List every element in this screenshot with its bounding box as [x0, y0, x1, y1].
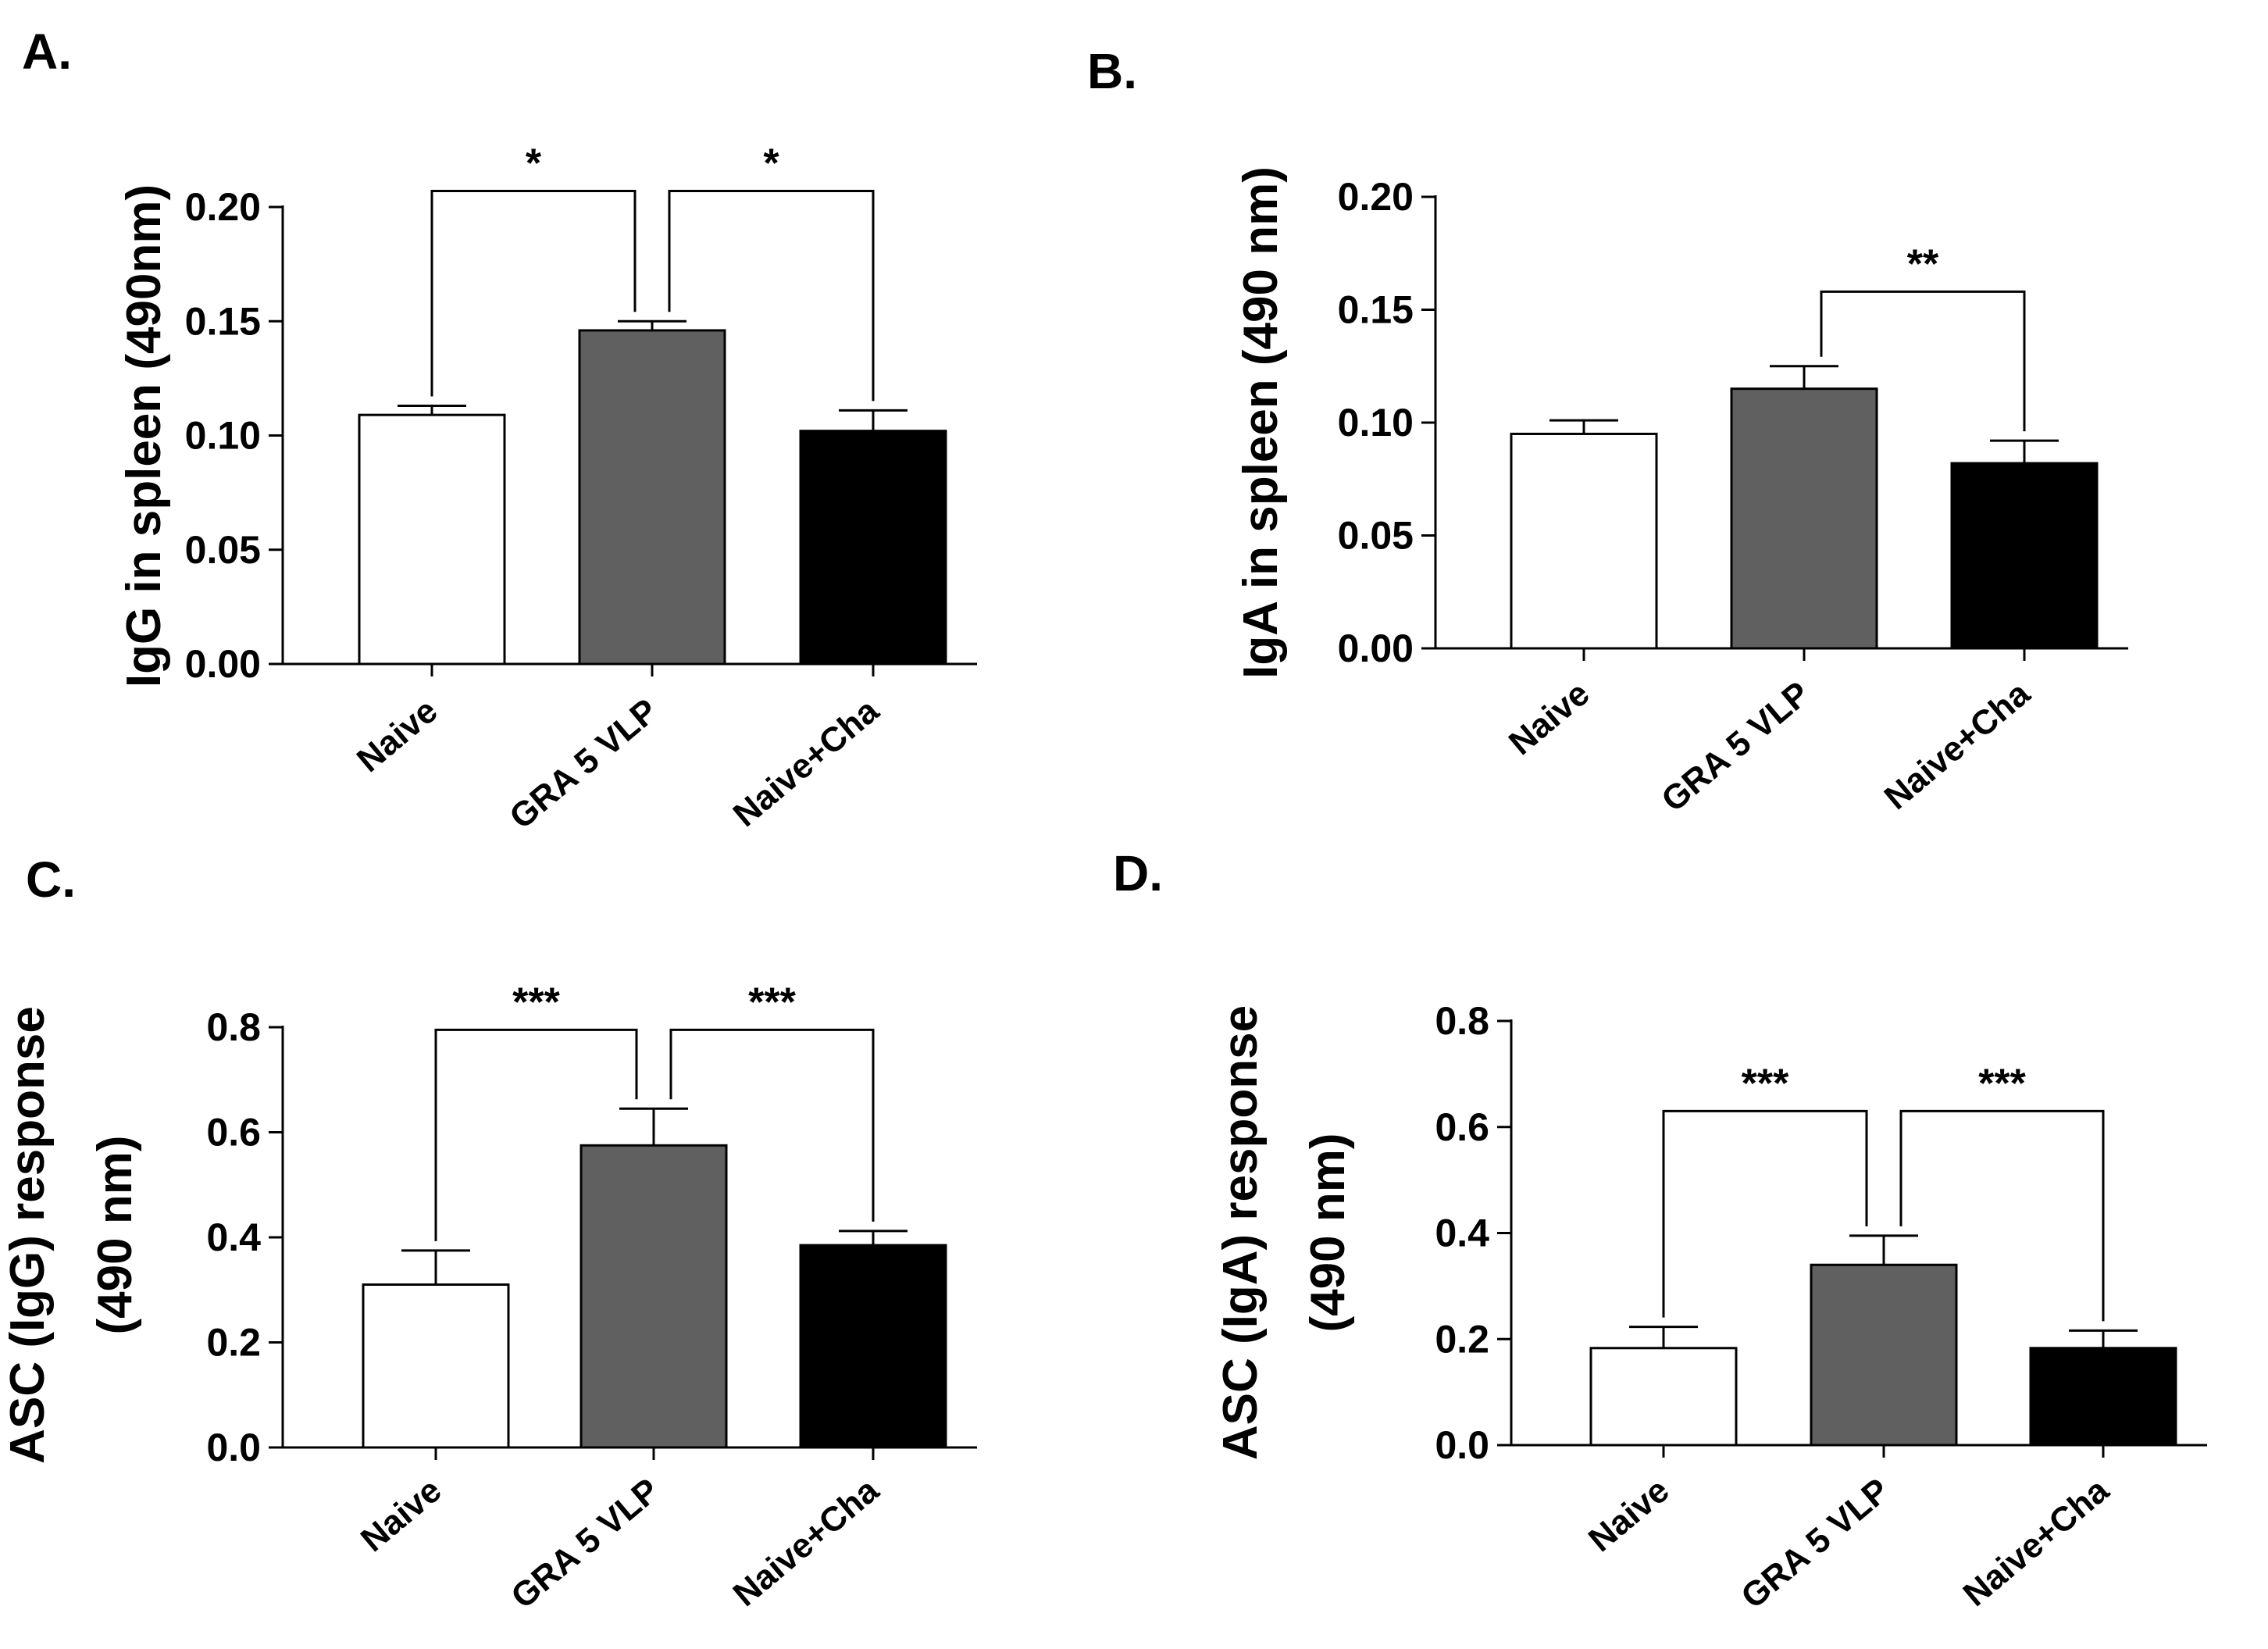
panel-b-ytick-label: 0.00 [1338, 626, 1414, 670]
panel-a-category-label: Naive+Cha [726, 691, 886, 834]
panel-b-ytick-label: 0.15 [1338, 288, 1414, 332]
panel-d-sig-bracket [1899, 1109, 2105, 1322]
panel-b-bar-3 [1950, 462, 2099, 650]
panel-d-bar-2 [1810, 1263, 1958, 1447]
panel-d-ytick-label: 0.0 [1435, 1423, 1489, 1467]
panel-c-category-label: Naive+Cha [726, 1471, 886, 1614]
panel-d-ytick-label: 0.8 [1435, 999, 1489, 1043]
panel-b-chart: B. IgA in spleen (490 nm) 0.00 0.05 0.10 0.15… [1087, 43, 2128, 819]
panel-a-ytick-label: 0.10 [185, 414, 261, 458]
panel-b-category-label: GRA 5 VLP [1654, 674, 1817, 819]
panel-a-sig-label: * [526, 141, 542, 187]
panel-c-bar-1 [362, 1283, 510, 1449]
panel-d-bar-1 [1589, 1347, 1738, 1447]
panel-c-ytick-label: 0.4 [206, 1215, 261, 1259]
panel-a-sig-bracket [668, 190, 875, 402]
panel-c-category-label: Naive [354, 1471, 448, 1559]
panel-b-sig-bracket [1820, 290, 2026, 432]
panel-a-ytick-label: 0.15 [185, 299, 261, 343]
panel-c-sig-label: *** [748, 980, 796, 1025]
panel-c-bar-3 [799, 1244, 947, 1449]
panel-c-sig-label: *** [512, 980, 560, 1025]
panel-c-bar-2 [579, 1144, 728, 1449]
panel-b-letter: B. [1087, 43, 1137, 99]
panel-a-ylabel-line-1: IgG in spleen (490nm) [117, 184, 171, 687]
panel-b-sig-label: ** [1907, 241, 1939, 287]
panel-a-ytick-label: 0.05 [185, 528, 261, 572]
panel-b-bar-2 [1730, 387, 1878, 650]
panel-a-bar-3 [799, 430, 947, 666]
panel-c-sig-bracket [669, 1028, 875, 1222]
panel-a-letter: A. [22, 23, 72, 80]
panel-a-category-label: GRA 5 VLP [502, 691, 665, 837]
panel-a-bar-1 [358, 413, 506, 666]
panel-d-category-label: GRA 5 VLP [1734, 1471, 1896, 1616]
panel-d-ylabel-line-2: (490 nm) [1301, 1133, 1355, 1333]
panel-b-category-label: Naive [1502, 674, 1596, 762]
panel-c-category-label: GRA 5 VLP [504, 1471, 666, 1616]
panel-b-ytick-label: 0.10 [1338, 401, 1414, 444]
panel-b-ytick-label: 0.20 [1338, 175, 1414, 219]
panel-a-ytick-label: 0.20 [185, 185, 261, 229]
panel-d-ylabel-line-1: ASC (IgA) response [1214, 1005, 1268, 1460]
panel-a-chart: A. IgG in spleen (490nm) 0.00 0.05 0.10 0.15 0… [22, 23, 977, 837]
panel-d-ytick-label: 0.2 [1435, 1317, 1489, 1361]
panel-c-ylabel-line-2: (490 nm) [88, 1136, 142, 1335]
panel-a-sig-bracket [430, 190, 637, 397]
panel-a-ytick-label: 0.00 [185, 642, 261, 686]
panel-d-sig-label: *** [1742, 1061, 1789, 1106]
panel-a-category-label: Naive [350, 691, 444, 780]
panel-d-sig-bracket [1662, 1109, 1868, 1318]
panel-b-ylabel-line-1: IgA in spleen (490 nm) [1234, 166, 1288, 679]
panel-d-letter: D. [1113, 845, 1163, 901]
panel-c-ytick-label: 0.0 [206, 1426, 261, 1469]
panel-c-letter: C. [26, 851, 76, 908]
panel-c-ytick-label: 0.6 [206, 1111, 261, 1155]
panel-d-ytick-label: 0.4 [1435, 1212, 1489, 1255]
panel-d-ytick-label: 0.6 [1435, 1105, 1489, 1149]
panel-d-chart: D. ASC (IgA) response (490 nm) 0.0 0.2 0.4 0.6… [1113, 845, 2207, 1616]
panel-c-ylabel-line-1: ASC (IgG) response [1, 1006, 55, 1464]
panel-b-ytick-label: 0.05 [1338, 514, 1414, 558]
panel-c-sig-bracket [434, 1028, 638, 1241]
panel-b-category-label: Naive+Cha [1878, 674, 2038, 817]
panel-c-ytick-label: 0.2 [206, 1321, 261, 1365]
panel-a-bar-2 [578, 329, 726, 666]
panel-d-category-label: Naive [1582, 1471, 1676, 1559]
panel-a-sig-label: * [763, 141, 779, 187]
panel-b-bar-1 [1510, 432, 1658, 650]
panel-d-bar-3 [2029, 1347, 2177, 1447]
panel-d-sig-label: *** [1978, 1061, 2026, 1106]
panel-c-chart: C. ASC (IgG) response (490 nm) 0.0 0.2 0.4 0.6… [1, 851, 977, 1616]
panel-c-ytick-label: 0.8 [206, 1005, 261, 1049]
panel-d-category-label: Naive+Cha [1956, 1471, 2116, 1614]
